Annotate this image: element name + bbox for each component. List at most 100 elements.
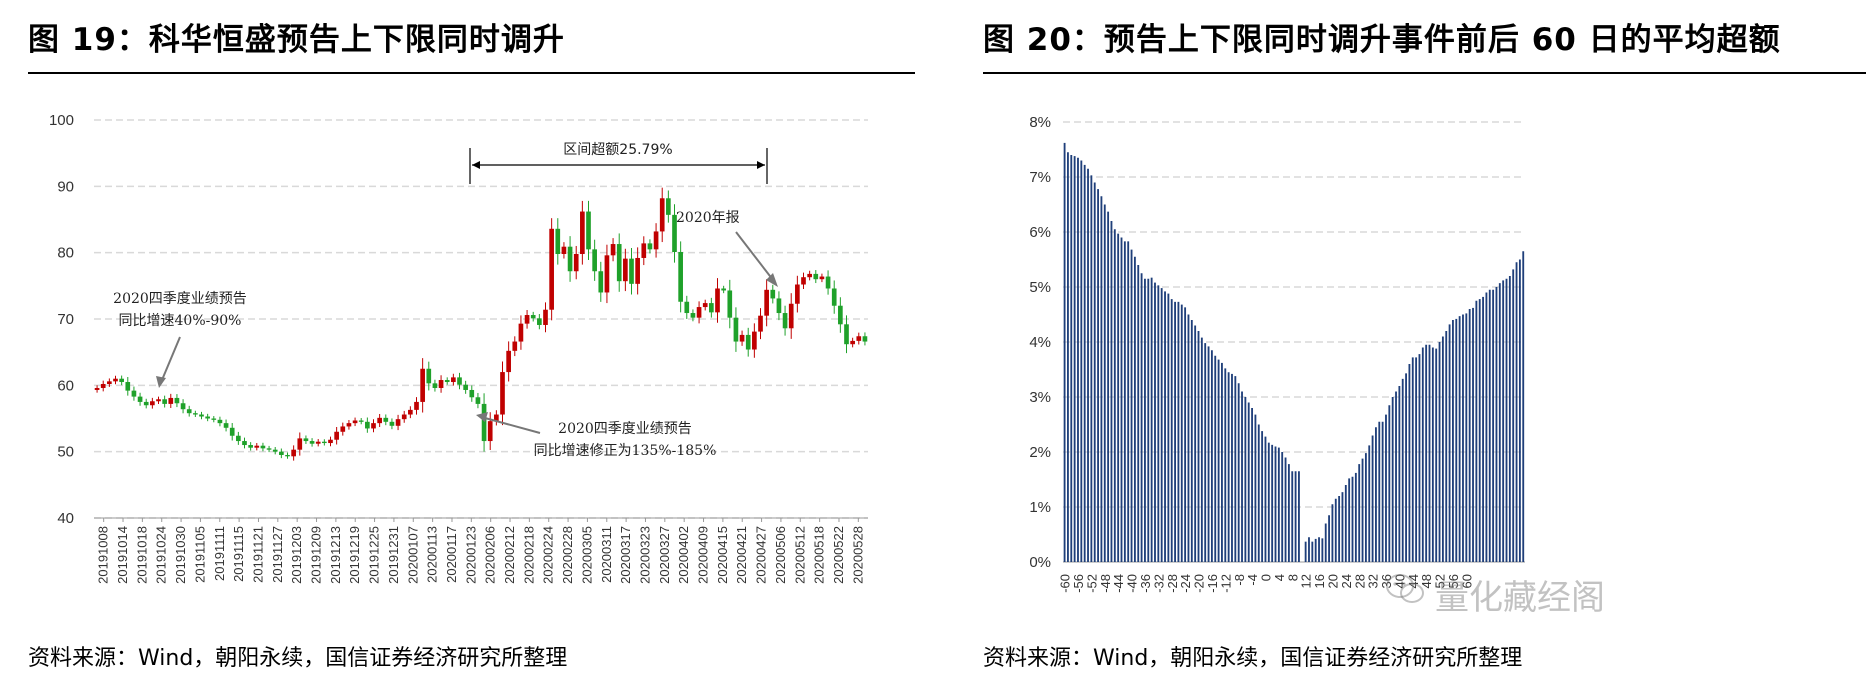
x-tick-label: -52	[1084, 574, 1099, 593]
candle-body	[107, 381, 112, 385]
bar	[1144, 278, 1146, 562]
candle-body	[795, 284, 800, 304]
candle-body	[438, 380, 444, 388]
bar	[1197, 331, 1200, 562]
candle-body	[205, 416, 210, 419]
y-tick-label: 1%	[1029, 499, 1051, 516]
candle-body	[727, 290, 733, 318]
y-tick-label: 40	[57, 510, 74, 527]
x-tick-label: 20191203	[289, 526, 304, 584]
x-tick-label: 20200421	[734, 526, 749, 584]
y-tick-label: 80	[57, 245, 74, 262]
candle-body	[242, 441, 247, 446]
candle-body	[346, 423, 352, 427]
candle-body	[377, 417, 382, 424]
y-axis-ticks: 40 50 60 70 80 90 100	[49, 112, 74, 527]
bar	[1348, 478, 1351, 562]
q4-forecast-line2: 同比增速40%-90%	[119, 313, 242, 329]
candle-body	[801, 277, 806, 285]
bar	[1462, 314, 1464, 562]
x-tick-label: 36	[1379, 574, 1394, 588]
candle-body	[193, 413, 198, 415]
grid-lines	[1063, 121, 1525, 563]
x-tick-label: 20200518	[812, 526, 827, 584]
candle-body	[580, 211, 585, 254]
candle-body	[156, 399, 161, 402]
bar	[1351, 476, 1354, 562]
candle-body	[825, 276, 831, 289]
bar	[1398, 386, 1401, 562]
q4-forecast-arrow	[161, 336, 181, 381]
y-tick-label: 6%	[1029, 224, 1051, 241]
x-tick-label: 44	[1406, 574, 1421, 588]
bar	[1364, 453, 1367, 562]
bar	[1277, 447, 1280, 562]
bar	[1344, 485, 1347, 562]
candle-body	[487, 421, 493, 442]
candle-body	[641, 243, 647, 258]
y-tick-label: 2%	[1029, 444, 1051, 461]
y-tick-label: 100	[49, 112, 74, 129]
x-tick-label: 4	[1272, 574, 1287, 581]
figure-19-title: 图 19：科华恒盛预告上下限同时调升	[28, 22, 565, 58]
x-tick-label: 20200415	[715, 526, 730, 584]
candle-body	[715, 288, 720, 313]
x-tick-label: -12	[1218, 574, 1233, 593]
bar	[1298, 471, 1300, 562]
candle-body	[506, 350, 511, 373]
bar	[1080, 160, 1083, 562]
y-tick-label: 7%	[1029, 169, 1051, 186]
bar	[1097, 189, 1099, 562]
bar	[1264, 436, 1267, 562]
x-tick-label: 20200317	[618, 526, 633, 584]
x-tick-label: 28	[1352, 574, 1367, 588]
x-tick-label: -32	[1151, 574, 1166, 593]
bar	[1308, 537, 1310, 562]
x-tick-label: 40	[1392, 574, 1407, 588]
candle-body	[309, 441, 315, 444]
candle-body	[573, 253, 579, 272]
y-tick-label: 0%	[1029, 554, 1051, 571]
bar	[1170, 299, 1173, 562]
candle-body	[137, 396, 143, 402]
x-tick-label: 32	[1366, 574, 1381, 588]
bar	[1304, 541, 1307, 562]
bar	[1435, 348, 1438, 562]
bar	[1311, 541, 1314, 562]
x-tick-label: 20200522	[831, 526, 846, 584]
candle-body	[739, 334, 745, 342]
arrowhead-right	[757, 161, 765, 169]
candle-body	[322, 441, 327, 444]
bar	[1371, 435, 1374, 562]
interval-excess-label: 区间超额25.79%	[563, 142, 672, 158]
y-tick-label: 5%	[1029, 279, 1051, 296]
q4-forecast-arrowhead	[156, 376, 166, 388]
candle-body	[150, 401, 155, 406]
candle-body	[844, 324, 849, 345]
bar	[1478, 299, 1481, 562]
bar	[1375, 427, 1377, 562]
candle-body	[788, 303, 794, 329]
candle-body	[303, 438, 309, 442]
x-tick-label: 20200123	[463, 526, 478, 584]
bar	[1428, 344, 1431, 562]
x-tick-label: 20191121	[250, 526, 265, 583]
candle-body	[168, 397, 174, 404]
bar	[1227, 372, 1230, 562]
bar	[1321, 538, 1324, 562]
x-tick-label: 20200117	[444, 526, 459, 583]
candle-body	[358, 420, 364, 422]
bar	[1174, 301, 1176, 562]
bar	[1492, 289, 1495, 562]
bar	[1522, 251, 1525, 562]
x-tick-label: 20191213	[328, 526, 343, 584]
bar	[1200, 337, 1203, 562]
x-tick-label: -28	[1165, 574, 1180, 593]
candlestick-chart: 40 50 60 70 80 90 100 20191008 20191014 20191018…	[49, 112, 868, 584]
y-tick-label: 8%	[1029, 114, 1051, 131]
annual-report-label: 2020年报	[676, 210, 740, 226]
bar	[1475, 300, 1478, 562]
y-tick-label: 70	[57, 311, 74, 328]
candle-body	[174, 397, 180, 404]
y-axis-ticks: 0% 1% 2% 3% 4% 5% 6% 7% 8%	[1029, 114, 1051, 571]
